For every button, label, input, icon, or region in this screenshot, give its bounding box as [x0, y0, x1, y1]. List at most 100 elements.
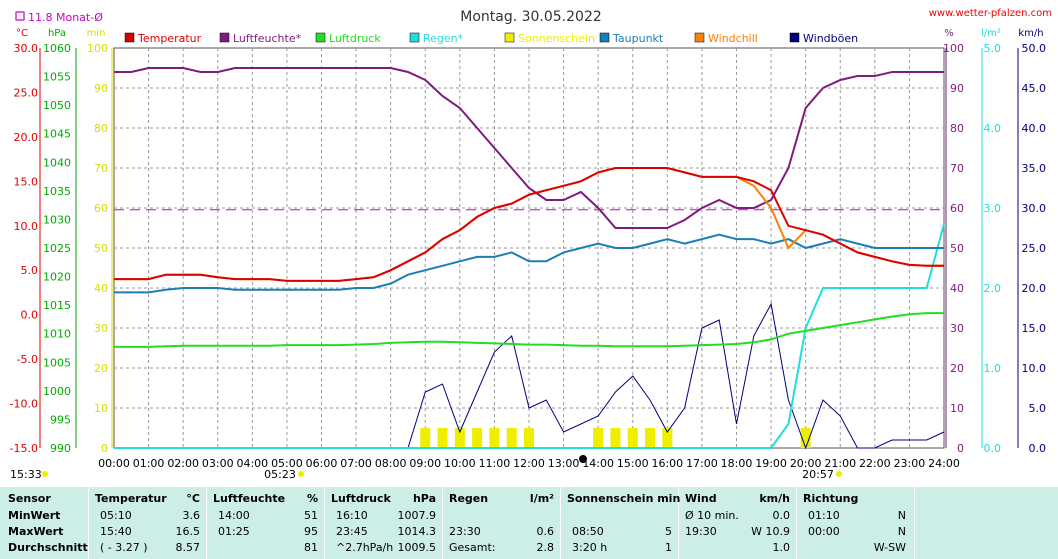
hdr-press: Luftdruck	[331, 492, 391, 505]
axis-tick-sun: 30	[94, 322, 108, 335]
legend-label-temperatur: Temperatur	[137, 32, 202, 45]
hdr-temp: Temperatur	[95, 492, 167, 505]
chart-title: Montag. 30.05.2022	[460, 9, 602, 25]
stat-dir-val: W-SW	[873, 541, 906, 554]
axis-tick-temp: 5.0	[21, 264, 39, 277]
stat-temp-time: 15:40	[100, 525, 132, 538]
axis-tick-pressure: 1000	[43, 385, 71, 398]
hdr-dir: Richtung	[803, 492, 859, 505]
stat-dir-val: N	[897, 509, 906, 522]
axis-tick-temp: -15.0	[10, 442, 38, 455]
sunrise-label: 05:23	[264, 468, 296, 481]
sun-bar	[472, 428, 483, 448]
axis-tick-temp: 10.0	[14, 220, 39, 233]
legend-swatch-windchill	[694, 32, 705, 43]
sunset-sun-icon	[836, 471, 842, 477]
legend-swatch-regen	[409, 32, 420, 43]
axis-tick-sun: 0	[101, 442, 108, 455]
stat-label: MaxWert	[8, 525, 64, 538]
axis-tick-temp: 15.0	[14, 175, 39, 188]
stat-dir-time: 00:00	[808, 525, 840, 538]
axis-tick-wind: 10.0	[1022, 362, 1047, 375]
x-tick-label: 12:00	[513, 457, 545, 470]
sonnenschein-bars	[420, 428, 811, 448]
stat-label: Durchschnitt	[8, 541, 88, 554]
stat-hum-time: 01:25	[218, 525, 250, 538]
axis-tick-temp: 20.0	[14, 131, 39, 144]
axis-tick-sun: 40	[94, 282, 108, 295]
chart-legend: Temperatur Luftfeuchte* Luftdruck Regen* Son…	[124, 32, 858, 45]
hdr-wind: Wind	[685, 492, 717, 505]
axis-tick-humidity: 40	[950, 282, 964, 295]
legend-swatch-luftdruck	[315, 32, 326, 43]
stat-press-val: 1007.9	[397, 509, 437, 522]
axis-tick-pressure: 1050	[43, 99, 71, 112]
stat-wind-time: Ø 10 min.	[685, 509, 739, 522]
stat-temp-val: 8.57	[175, 541, 201, 554]
x-tick-label: 01:00	[133, 457, 165, 470]
axis-tick-pressure: 1040	[43, 156, 71, 169]
x-tick-label: 04:00	[236, 457, 268, 470]
axis-tick-sun: 50	[94, 242, 108, 255]
x-tick-label: 16:00	[651, 457, 683, 470]
sun-bar	[524, 428, 534, 448]
stat-press-val: 1009.5	[397, 541, 437, 554]
stat-wind-val: 0.0	[772, 509, 791, 522]
axis-tick-temp: 0.0	[21, 309, 39, 322]
stat-rain-time: 23:30	[449, 525, 481, 538]
chart-lines	[114, 67, 945, 450]
axis-tick-pressure: 1060	[43, 42, 71, 55]
axis-tick-humidity: 60	[950, 202, 964, 215]
chart-grid	[113, 47, 945, 449]
axis-tick-rain: 3.0	[984, 202, 1002, 215]
axis-tick-pressure: 1030	[43, 213, 71, 226]
axis-tick-wind: 45.0	[1022, 82, 1047, 95]
axis-tick-wind: 20.0	[1022, 282, 1047, 295]
stat-press-val: 1014.3	[397, 525, 437, 538]
moon-icon	[579, 455, 587, 463]
site-link[interactable]: www.wetter-pfalzen.com	[929, 8, 1052, 19]
x-tick-label: 17:00	[686, 457, 718, 470]
axis-tick-pressure: 990	[50, 442, 71, 455]
axis-tick-pressure: 1055	[43, 71, 71, 84]
axis-tick-humidity: 90	[950, 82, 964, 95]
axis-unit-temp: °C	[16, 28, 28, 39]
hdr-press-unit: hPa	[412, 492, 436, 505]
axis-tick-pressure: 995	[50, 413, 71, 426]
series-luftdruck	[114, 312, 944, 348]
axis-unit-sun: min	[87, 28, 106, 39]
hdr-wind-unit: km/h	[759, 492, 790, 505]
axis-unit-rain: l/m²	[981, 28, 1001, 39]
axis-tick-temp: 25.0	[14, 86, 39, 99]
stat-wind-time: 19:30	[685, 525, 717, 538]
stat-rain-time: Gesamt:	[449, 541, 496, 554]
x-tick-label: 10:00	[444, 457, 476, 470]
stat-temp-time: ( - 3.27 )	[100, 541, 148, 554]
x-tick-label: 20:00	[790, 457, 822, 470]
stat-hum-val: 95	[304, 525, 318, 538]
sun-bar	[593, 428, 604, 448]
sun-bar	[506, 428, 517, 448]
stat-sun-val: 1	[665, 541, 672, 554]
legend-label-taupunkt: Taupunkt	[612, 32, 664, 45]
x-tick-label: 05:00	[271, 457, 303, 470]
hdr-temp-unit: °C	[186, 492, 200, 505]
monat-avg-label: 11.8 Monat-Ø	[28, 11, 103, 24]
axis-tick-pressure: 1005	[43, 356, 71, 369]
x-tick-label: 15:00	[617, 457, 649, 470]
axis-tick-rain: 4.0	[984, 122, 1002, 135]
axis-tick-rain: 2.0	[984, 282, 1002, 295]
time-label: 15:33	[10, 468, 42, 481]
series-luftfeuchte	[114, 67, 944, 229]
x-tick-label: 21:00	[824, 457, 856, 470]
axis-tick-pressure: 1045	[43, 128, 71, 141]
stat-temp-time: 05:10	[100, 509, 132, 522]
stat-wind-val: 1.0	[772, 541, 791, 554]
stat-press-time: ^2.7hPa/h	[336, 541, 394, 554]
x-tick-label: 03:00	[202, 457, 234, 470]
hdr-hum: Luftfeuchte	[213, 492, 286, 505]
sun-bar	[662, 428, 673, 448]
axis-tick-humidity: 20	[950, 362, 964, 375]
axis-tick-wind: 0.0	[1029, 442, 1047, 455]
sun-bar	[610, 428, 621, 448]
